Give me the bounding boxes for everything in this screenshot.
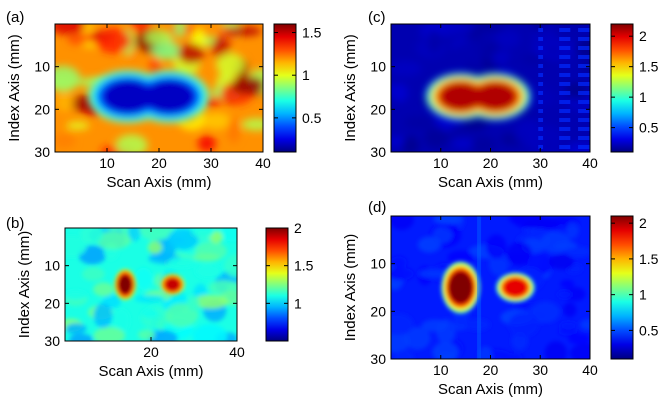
heatmap-texture [391, 216, 590, 359]
heatmap [391, 216, 590, 359]
x-tick-label: 30 [532, 362, 548, 378]
colorbar-tick-label: 1 [639, 89, 647, 105]
heatmap [55, 24, 263, 152]
heatmap [65, 228, 237, 341]
y-tick-label: 30 [34, 144, 50, 160]
x-axis-label: Scan Axis (mm) [106, 174, 211, 191]
colorbar-gradient [265, 227, 289, 342]
colorbar-tick-label: 0.5 [302, 110, 322, 126]
colorbar-tick-label: 0.5 [639, 120, 659, 136]
axis-ticks: 20 40 10 20 30 [44, 228, 245, 360]
x-axis-label: Scan Axis (mm) [438, 174, 543, 191]
colorbar-gradient [610, 215, 634, 360]
colorbar: 0.5 1 1.5 [273, 23, 322, 153]
x-tick-label: 20 [483, 155, 499, 171]
heatmap-features [114, 269, 185, 300]
y-axis-label: Index Axis (mm) [342, 234, 359, 342]
colorbar-tick-label: 2 [294, 220, 302, 236]
feature-ring [503, 278, 528, 297]
x-tick-label: 10 [433, 155, 449, 171]
x-tick-label: 30 [532, 155, 548, 171]
colorbar: 0.5 1 1.5 2 [610, 215, 659, 360]
heatmap [391, 24, 590, 152]
panel-0: (a) 10 20 30 40 10 20 30 Scan Axis (mm) Index Axi… [6, 9, 322, 191]
y-axis-label: Index Axis (mm) [16, 231, 33, 339]
y-tick-label: 10 [34, 59, 50, 75]
panel-label: (b) [6, 215, 24, 232]
colorbar: 11.52 [265, 220, 314, 342]
artefact-seam [477, 216, 482, 359]
colorbar: 0.5 1 1.5 2 [610, 23, 659, 153]
colorbar-tick-label: 1 [294, 295, 302, 311]
x-tick-label: 20 [483, 362, 499, 378]
y-axis-label: Index Axis (mm) [342, 34, 359, 142]
y-tick-label: 20 [44, 295, 60, 311]
colorbar-tick-label: 1.5 [302, 25, 322, 41]
colorbar-gradient [273, 23, 297, 153]
x-tick-label: 20 [151, 155, 167, 171]
y-axis-label: Index Axis (mm) [6, 34, 23, 142]
panel-label: (d) [368, 199, 386, 216]
x-tick-label: 10 [99, 155, 115, 171]
feature-ring [448, 271, 473, 304]
panel-2: (c) 10 20 30 40 10 20 30 Scan Axis (mm) Index Axi… [342, 9, 659, 191]
x-tick-label: 40 [582, 155, 598, 171]
heatmap-features [87, 70, 210, 123]
x-tick-label: 10 [433, 362, 449, 378]
x-axis-label: Scan Axis (mm) [98, 363, 203, 380]
feature-ring [439, 82, 482, 111]
colorbar-tick-label: 2 [639, 28, 647, 44]
y-tick-label: 10 [370, 256, 386, 272]
feature-ring [144, 80, 195, 113]
panel-label: (a) [6, 9, 24, 26]
feature-ring [165, 278, 180, 291]
y-tick-label: 30 [370, 144, 386, 160]
heatmap-features [425, 73, 531, 120]
x-tick-label: 40 [229, 344, 245, 360]
heatmap-features [441, 261, 535, 314]
colorbar-tick-label: 1 [302, 67, 310, 83]
panel-label: (c) [368, 9, 386, 26]
feature-ring [118, 275, 132, 294]
colorbar-tick-label: 2 [639, 215, 647, 231]
panel-3: (d) 10 20 30 40 10 20 30 Scan Axis (mm) Index Axi… [342, 199, 659, 398]
axis-ticks: 10 20 30 40 10 20 30 [370, 216, 598, 378]
feature-ring [474, 82, 517, 111]
colorbar-tick-label: 1.5 [639, 251, 659, 267]
y-tick-label: 20 [370, 101, 386, 117]
y-tick-label: 10 [370, 59, 386, 75]
y-tick-label: 30 [370, 351, 386, 367]
colorbar-gradient [610, 23, 634, 153]
y-tick-label: 10 [44, 258, 60, 274]
artefact-stripes [538, 28, 590, 149]
feature-ring [103, 80, 153, 113]
heatmap-texture [65, 228, 237, 341]
y-tick-label: 20 [370, 303, 386, 319]
colorbar-tick-label: 1.5 [294, 258, 314, 274]
x-tick-label: 30 [203, 155, 219, 171]
x-axis-label: Scan Axis (mm) [438, 381, 543, 398]
y-tick-label: 20 [34, 101, 50, 117]
axis-ticks: 10 20 30 40 10 20 30 [370, 24, 598, 171]
panel-1: (b) 20 40 10 20 30 Scan Axis (mm) Index Axis (m… [6, 215, 314, 380]
colorbar-tick-label: 1.5 [639, 59, 659, 75]
axis-ticks: 10 20 30 40 10 20 30 [34, 24, 271, 171]
colorbar-tick-label: 0.5 [639, 322, 659, 338]
x-tick-label: 40 [255, 155, 271, 171]
x-tick-label: 40 [582, 362, 598, 378]
x-tick-label: 20 [143, 344, 159, 360]
colorbar-tick-label: 1 [639, 287, 647, 303]
y-tick-label: 30 [44, 333, 60, 349]
